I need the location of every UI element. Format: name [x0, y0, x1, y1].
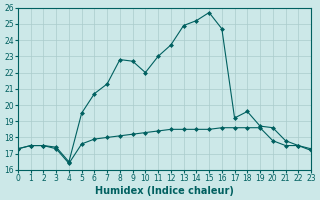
X-axis label: Humidex (Indice chaleur): Humidex (Indice chaleur)	[95, 186, 234, 196]
